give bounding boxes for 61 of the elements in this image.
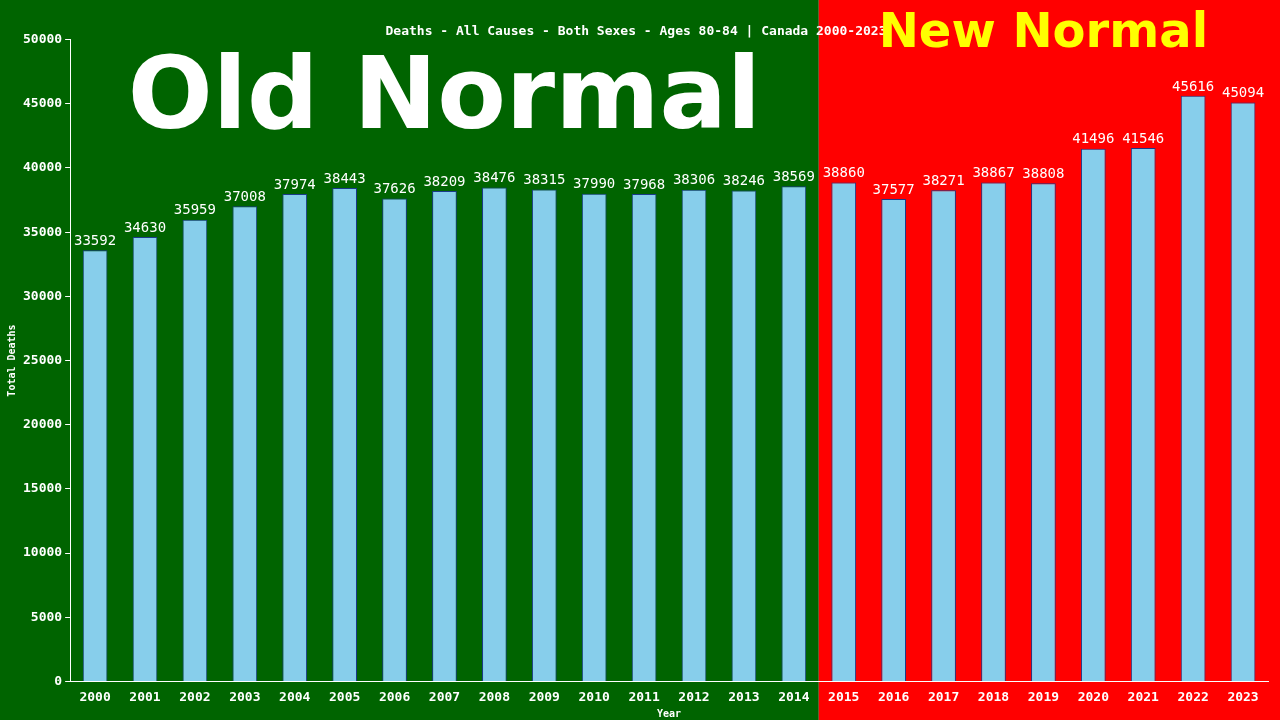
data-label: 37008 [223, 188, 266, 205]
x-tick-label: 2005 [328, 688, 361, 704]
y-axis-title: Total Deaths [5, 324, 17, 397]
x-tick-label: 2021 [1127, 688, 1160, 704]
y-tick-label: 20000 [22, 416, 63, 432]
data-label: 38271 [922, 171, 965, 188]
x-tick-label: 2002 [179, 688, 211, 704]
x-tick-label: 2012 [678, 688, 710, 704]
x-tick-label: 2015 [828, 688, 860, 704]
y-tick-label: 45000 [22, 95, 63, 111]
x-tick-label: 2004 [279, 688, 311, 704]
x-tick-label: 2009 [528, 688, 560, 704]
x-tick-label: 2020 [1077, 688, 1110, 704]
data-label: 37968 [623, 175, 666, 192]
data-label: 38569 [772, 167, 815, 184]
x-tick-label: 2016 [878, 688, 910, 704]
data-label: 37577 [872, 180, 915, 197]
y-tick-label: 40000 [22, 159, 63, 175]
data-label: 38306 [672, 171, 716, 188]
data-label: 38808 [1022, 164, 1065, 181]
x-tick-label: 2003 [229, 688, 261, 704]
data-label: 37990 [573, 175, 616, 192]
data-label: 45616 [1172, 77, 1215, 94]
y-tick-label: 50000 [22, 30, 63, 46]
x-tick-label: 2006 [378, 688, 411, 704]
y-tick-label: 10000 [22, 544, 63, 560]
x-tick-label: 2018 [977, 688, 1010, 704]
data-label: 38209 [423, 172, 466, 189]
x-tick-label: 2019 [1027, 688, 1060, 704]
y-tick-label: 35000 [22, 223, 63, 239]
y-tick-label: 15000 [22, 480, 63, 496]
data-label: 41546 [1122, 129, 1165, 146]
data-label: 34630 [123, 218, 167, 235]
x-tick-label: 2000 [79, 688, 111, 704]
data-label: 35959 [173, 201, 216, 218]
data-label: 38867 [972, 164, 1015, 181]
data-label: 38246 [722, 172, 766, 189]
data-label: 37974 [273, 175, 316, 192]
data-label: 41496 [1072, 130, 1115, 147]
data-label: 38476 [473, 169, 516, 186]
data-label: 38860 [822, 164, 865, 181]
x-tick-label: 2017 [927, 688, 960, 704]
data-label: 38443 [323, 169, 366, 186]
x-tick-label: 2014 [778, 688, 810, 704]
x-tick-label: 2001 [129, 688, 161, 704]
x-tick-label: 2013 [728, 688, 760, 704]
x-tick-label: 2023 [1227, 688, 1259, 704]
data-label: 38315 [523, 171, 566, 188]
x-axis-title: Year [657, 707, 682, 719]
y-tick-label: 30000 [22, 287, 63, 303]
y-tick-label: 25000 [22, 351, 63, 367]
x-tick-label: 2008 [478, 688, 511, 704]
data-label: 33592 [74, 231, 117, 248]
y-tick-label: 0 [54, 672, 63, 688]
data-label: 37626 [373, 180, 416, 197]
x-tick-label: 2010 [578, 688, 611, 704]
x-tick-label: 2011 [628, 688, 660, 704]
y-tick-label: 5000 [30, 608, 63, 624]
x-tick-label: 2007 [428, 688, 461, 704]
data-label: 45094 [1221, 84, 1265, 101]
x-tick-label: 2022 [1177, 688, 1209, 704]
